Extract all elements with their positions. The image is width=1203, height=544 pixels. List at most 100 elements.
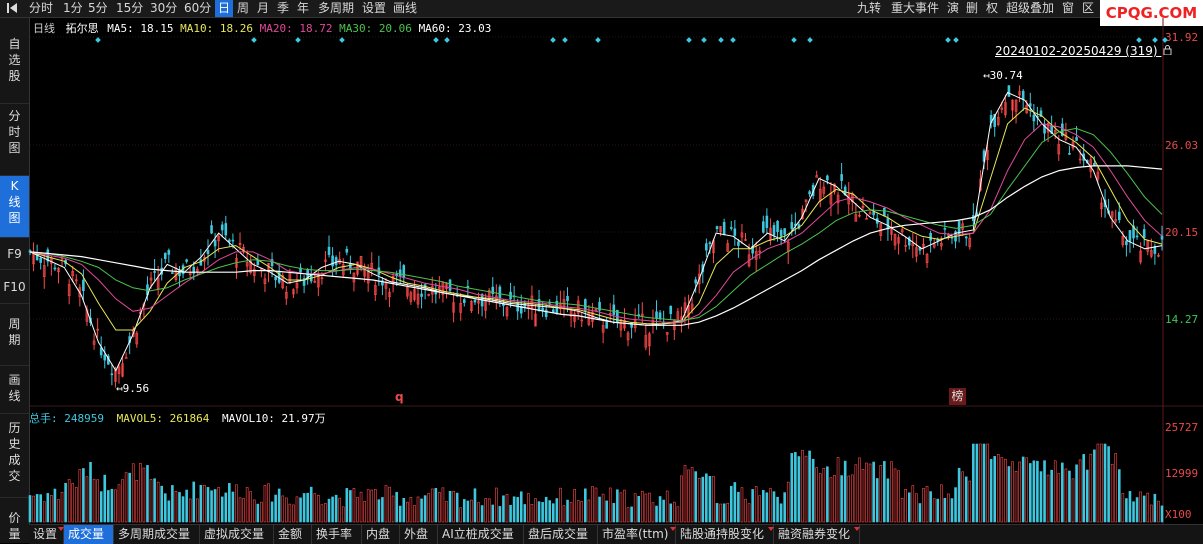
date-range-label[interactable]: 20240102-20250429 (319) — [995, 44, 1172, 58]
candle-body — [406, 287, 409, 297]
candle-body — [313, 280, 317, 283]
volume-bar — [826, 466, 829, 523]
event-marker-q[interactable]: q — [395, 390, 404, 404]
period-button-30min[interactable]: 30分 — [150, 1, 178, 15]
jiuzhuan-button[interactable]: 九转 — [857, 1, 882, 15]
candle-body — [71, 271, 75, 277]
sidebar-item-watchlist[interactable]: 自选股 — [0, 32, 29, 104]
event-diamond-icon[interactable] — [95, 37, 101, 43]
volume-bar — [470, 499, 473, 523]
candle-body — [907, 237, 911, 246]
event-diamond-icon[interactable] — [550, 37, 556, 43]
volume-bar — [818, 473, 822, 523]
multi-period-button[interactable]: 多周期 — [318, 1, 355, 15]
delete-button[interactable]: 删 — [966, 1, 979, 15]
sidebar-item-price-volume[interactable]: 价量 — [8, 511, 21, 541]
window-button[interactable]: 窗 — [1062, 1, 1075, 15]
event-diamond-icon[interactable] — [433, 37, 439, 43]
range-button[interactable]: 区 — [1082, 1, 1095, 15]
period-button-quarter[interactable]: 季 — [277, 1, 290, 15]
volume-bar — [131, 463, 135, 523]
event-diamond-icon[interactable] — [953, 37, 959, 43]
volume-bar — [260, 501, 263, 523]
period-button-day[interactable]: 日 — [215, 0, 234, 17]
rights-button[interactable]: 权 — [986, 1, 999, 15]
event-diamond-icon[interactable] — [945, 37, 951, 43]
event-diamond-icon[interactable] — [339, 37, 345, 43]
event-diamond-icon[interactable] — [686, 37, 692, 43]
sidebar-item-kline[interactable]: K线图 — [0, 176, 29, 238]
event-diamond-icon[interactable] — [791, 37, 797, 43]
back-icon[interactable] — [0, 0, 24, 17]
volume-bar — [35, 494, 39, 523]
event-diamond-icon[interactable] — [444, 37, 450, 43]
tab-inner[interactable]: 内盘 — [362, 525, 400, 544]
volume-bar — [1160, 505, 1164, 523]
event-diamond-icon[interactable] — [701, 37, 707, 43]
volume-bar — [851, 474, 854, 523]
tab-after-hours-volume[interactable]: 盘后成交量 — [524, 525, 598, 544]
tab-turnover[interactable]: 换手率 — [312, 525, 362, 544]
event-diamond-icon[interactable] — [1152, 37, 1158, 43]
period-button-60min[interactable]: 60分 — [184, 1, 212, 15]
super-overlay-button[interactable]: 超级叠加 — [1006, 1, 1055, 15]
presentation-button[interactable]: 演 — [947, 1, 960, 15]
event-diamond-icon[interactable] — [1162, 37, 1168, 43]
volume-bar — [523, 504, 527, 523]
tab-volume[interactable]: 成交量 — [64, 525, 114, 544]
candle-body — [320, 277, 324, 279]
tab-amount[interactable]: 金额 — [274, 525, 312, 544]
volume-bar — [697, 477, 701, 523]
event-diamond-icon[interactable] — [1136, 37, 1142, 43]
event-diamond-icon[interactable] — [730, 37, 736, 43]
settings-button[interactable]: 设置 — [362, 1, 387, 15]
volume-bar — [551, 503, 555, 523]
event-marker-bang[interactable]: 榜 — [949, 388, 966, 405]
period-button-1min[interactable]: 1分 — [63, 1, 83, 15]
tab-outer[interactable]: 外盘 — [400, 525, 438, 544]
period-button-fenshi[interactable]: 分时 — [29, 1, 54, 15]
sidebar-item-f10[interactable]: F10 — [0, 270, 29, 304]
volume-bar — [740, 487, 744, 523]
tab-multi-period-volume[interactable]: 多周期成交量 — [114, 525, 200, 544]
event-diamond-icon[interactable] — [718, 37, 724, 43]
major-events-button[interactable]: 重大事件 — [891, 1, 940, 15]
period-button-5min[interactable]: 5分 — [88, 1, 108, 15]
event-diamond-icon[interactable] — [807, 37, 813, 43]
candle-body — [1093, 162, 1096, 166]
tab-ai-volume[interactable]: AI立桩成交量 — [438, 525, 524, 544]
lock-icon[interactable] — [1163, 44, 1172, 58]
candle-body — [705, 243, 708, 251]
tab-settings[interactable]: 设置 — [29, 525, 64, 544]
sidebar-item-f9[interactable]: F9 — [0, 238, 29, 270]
event-diamond-icon[interactable] — [295, 37, 301, 43]
volume-bar — [441, 487, 445, 523]
candle-body — [1046, 123, 1050, 133]
period-button-15min[interactable]: 15分 — [116, 1, 144, 15]
candle-body — [861, 205, 865, 208]
sidebar-item-intraday[interactable]: 分时图 — [0, 104, 29, 176]
period-button-year[interactable]: 年 — [297, 1, 310, 15]
event-diamond-icon[interactable] — [595, 37, 601, 43]
candle-body — [281, 275, 285, 289]
event-diamond-icon[interactable] — [562, 37, 568, 43]
candle-body — [373, 285, 377, 295]
tab-virtual-volume[interactable]: 虚拟成交量 — [200, 525, 274, 544]
sidebar-item-drawline[interactable]: 画线 — [0, 366, 29, 414]
period-button-week[interactable]: 周 — [237, 1, 250, 15]
tab-pe-ratio[interactable]: 市盈率(ttm) — [598, 525, 676, 544]
candle-body — [263, 278, 267, 285]
candle-body — [580, 319, 584, 322]
event-diamond-icon[interactable] — [251, 37, 257, 43]
volume-bar — [1039, 471, 1043, 523]
draw-line-button[interactable]: 画线 — [393, 1, 418, 15]
period-button-month[interactable]: 月 — [257, 1, 270, 15]
sidebar-item-period[interactable]: 周期 — [0, 304, 29, 366]
candle-body — [655, 311, 658, 319]
sidebar-item-history[interactable]: 历史成交 — [0, 414, 29, 498]
tab-margin-change[interactable]: 融资融券变化 — [774, 525, 860, 544]
volume-bar — [1057, 473, 1061, 523]
tab-northbound-change[interactable]: 陆股通持股变化 — [676, 525, 774, 544]
candle-body — [324, 259, 327, 262]
